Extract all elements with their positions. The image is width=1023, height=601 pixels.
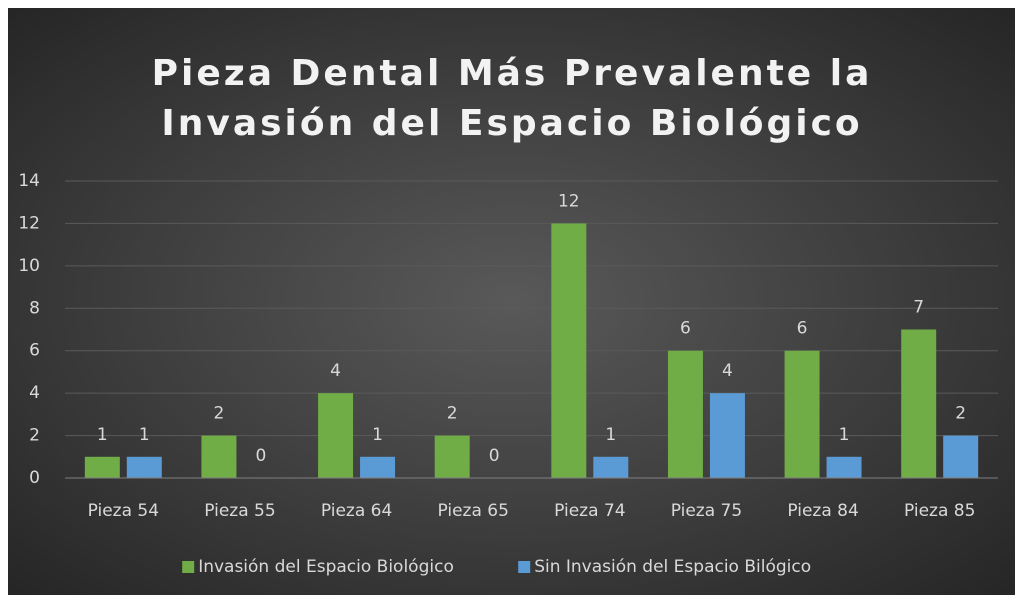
y-tick-label: 8: [29, 298, 40, 318]
data-label: 4: [330, 361, 341, 381]
bar: [667, 350, 703, 478]
data-label: 1: [139, 425, 150, 445]
legend-swatch: [182, 561, 195, 573]
bar: [784, 350, 820, 478]
legend-swatch: [518, 561, 531, 573]
bar: [434, 435, 470, 478]
data-label: 0: [256, 446, 267, 466]
x-tick-label: Pieza 85: [904, 501, 975, 521]
y-tick-label: 6: [29, 341, 40, 361]
data-label: 4: [722, 361, 733, 381]
y-tick-label: 2: [29, 426, 40, 446]
data-label: 1: [605, 425, 616, 445]
legend-label: Invasión del Espacio Biológico: [198, 557, 454, 577]
x-tick-label: Pieza 84: [787, 501, 858, 521]
bar: [709, 393, 745, 478]
bar: [126, 456, 162, 478]
legend-label: Sin Invasión del Espacio Bilógico: [534, 557, 811, 577]
x-tick-label: Pieza 74: [554, 501, 625, 521]
y-tick-label: 14: [18, 171, 40, 191]
y-tick-label: 12: [18, 213, 40, 233]
data-label: 2: [447, 404, 458, 424]
data-label: 1: [97, 425, 108, 445]
chart-background: [8, 8, 1015, 595]
x-tick-label: Pieza 55: [204, 501, 275, 521]
y-tick-label: 10: [18, 256, 40, 276]
data-label: 0: [489, 446, 500, 466]
data-label: 6: [680, 319, 691, 339]
data-label: 2: [955, 404, 966, 424]
chart-title: Invasión del Espacio Biológico: [161, 103, 862, 144]
chart-title: Pieza Dental Más Prevalente la: [152, 53, 873, 94]
data-label: 1: [372, 425, 383, 445]
x-tick-label: Pieza 65: [437, 501, 508, 521]
bar: [551, 223, 587, 478]
data-label: 12: [558, 191, 580, 211]
bar: [826, 456, 862, 478]
data-label: 2: [214, 404, 225, 424]
x-tick-label: Pieza 64: [321, 501, 392, 521]
x-tick-label: Pieza 75: [671, 501, 742, 521]
y-tick-label: 4: [29, 383, 40, 403]
bar: [201, 435, 237, 478]
bar: [318, 393, 354, 478]
y-tick-label: 0: [29, 468, 40, 488]
data-label: 6: [797, 319, 808, 339]
data-label: 7: [913, 298, 924, 318]
bar: [593, 456, 629, 478]
bar: [84, 456, 120, 478]
data-label: 1: [839, 425, 850, 445]
x-tick-label: Pieza 54: [88, 501, 159, 521]
bar: [901, 329, 937, 478]
bar: [943, 435, 979, 478]
bar: [360, 456, 396, 478]
